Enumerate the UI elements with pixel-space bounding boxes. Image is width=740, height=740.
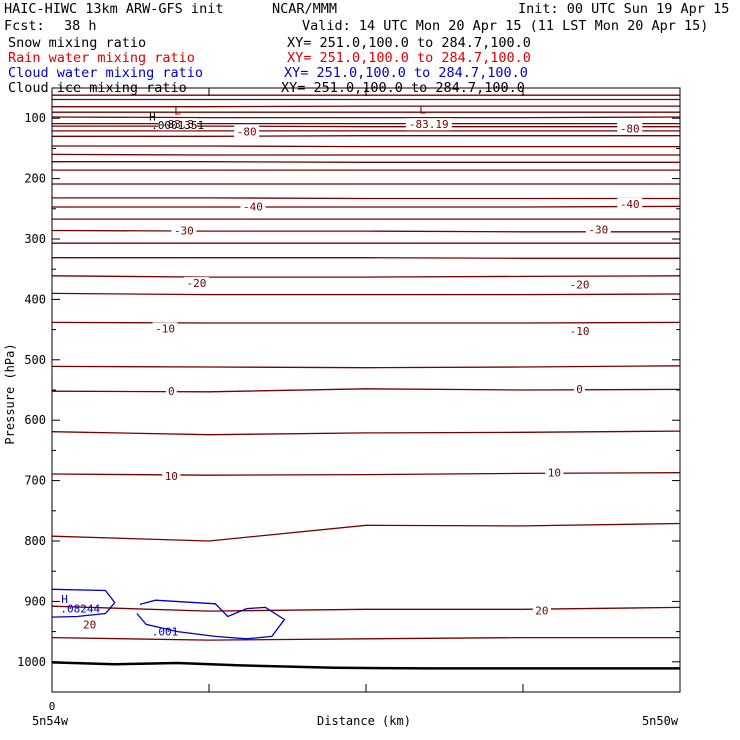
contour-label-bg-12: [165, 385, 177, 398]
isotherm-15: [52, 205, 681, 208]
isotherm-24: [51, 388, 681, 393]
field-xy-cloud-water: XY= 251.0,100.0 to 284.7,100.0: [284, 65, 528, 81]
y-tick-label-9: 1000: [17, 655, 46, 669]
isotherm-4: [51, 116, 681, 119]
field-xy-snow: XY= 251.0,100.0 to 284.7,100.0: [287, 35, 531, 51]
contour-label-8: -20: [187, 277, 207, 290]
x-right-endpoint-label: 5n50w: [642, 714, 679, 728]
isotherm-23: [51, 365, 681, 369]
x-zero-label: 0: [49, 700, 56, 713]
contour-label-5: -40: [620, 198, 640, 211]
isotherm-29: [51, 636, 680, 641]
isotherm-21: [51, 292, 681, 296]
cloud-contour-1: [136, 599, 286, 640]
y-tick-label-1: 200: [24, 172, 46, 186]
contour-label-bg-8: [183, 277, 209, 290]
extremum-label-3: .0001351: [151, 119, 204, 132]
contour-label-10: -10: [155, 322, 175, 335]
contour-label-2: -83.19: [409, 118, 449, 131]
contour-label-14: 10: [165, 470, 178, 483]
contour-label-bg-10: [152, 322, 178, 335]
fcst-label: Fcst:: [4, 18, 45, 34]
contour-label-bg-3: [617, 122, 643, 135]
contour-label-0: -83.3: [161, 118, 194, 131]
y-tick-label-4: 500: [24, 353, 46, 367]
contour-label-bg-17: [532, 604, 551, 617]
contour-label-3: -80: [620, 122, 640, 135]
y-tick-label-5: 600: [24, 413, 46, 427]
init-time: Init: 00 UTC Sun 19 Apr 15: [518, 1, 730, 17]
contour-label-17: 20: [535, 604, 548, 617]
isotherm-8: [52, 135, 680, 137]
field-xy-rain: XY= 251.0,100.0 to 284.7,100.0: [287, 50, 531, 66]
extremum-label-6: .001: [152, 626, 179, 639]
cloud-contour-0: [51, 588, 116, 618]
field-name-rain: Rain water mixing ratio: [8, 50, 195, 66]
isotherm-26: [51, 472, 681, 476]
model-title: HAIC-HIWC 13km ARW-GFS init: [4, 1, 224, 17]
isotherm-19: [52, 257, 680, 259]
contour-label-9: -20: [570, 278, 590, 291]
y-tick-label-3: 400: [24, 292, 46, 306]
x-left-endpoint-label: 5n54w: [32, 714, 69, 728]
y-axis-title: Pressure (hPa): [3, 343, 17, 444]
contour-label-bg-1: [234, 125, 260, 138]
contour-label-11: -10: [570, 325, 590, 338]
y-tick-label-8: 900: [24, 594, 46, 608]
contour-label-7: -30: [588, 223, 608, 236]
isotherm-25: [51, 430, 681, 436]
field-name-snow: Snow mixing ratio: [8, 35, 147, 51]
y-tick-label-7: 800: [24, 534, 46, 548]
extremum-label-0: L: [174, 104, 181, 117]
isotherm-2: [52, 105, 680, 108]
contour-label-bg-7: [585, 223, 611, 236]
isotherm-17: [51, 229, 680, 233]
isotherm-20: [51, 275, 681, 278]
contour-label-bg-2: [405, 118, 452, 131]
isotherm-9: [52, 145, 680, 148]
extremum-label-5: .08244: [60, 603, 100, 616]
isotherm-10: [51, 153, 680, 156]
fcst-value: 38 h: [64, 18, 97, 34]
contour-label-13: 0: [576, 383, 583, 396]
y-tick-label-2: 300: [24, 232, 46, 246]
y-tick-label-6: 700: [24, 474, 46, 488]
x-axis-title: Distance (km): [317, 714, 411, 728]
contour-label-bg-13: [574, 382, 586, 395]
contour-label-bg-6: [171, 224, 197, 237]
ground-line: [51, 661, 680, 670]
field-name-cloud-water: Cloud water mixing ratio: [8, 65, 204, 81]
y-tick-label-0: 100: [24, 111, 46, 125]
isotherm-28: [51, 605, 681, 612]
contour-label-bg-16: [80, 618, 99, 631]
contour-label-bg-9: [567, 278, 593, 291]
extremum-label-2: H: [149, 110, 156, 123]
contour-label-bg-14: [162, 469, 181, 482]
valid-time: Valid: 14 UTC Mon 20 Apr 15 (11 LST Mon …: [302, 18, 709, 34]
isotherm-27: [51, 522, 681, 542]
contour-label-bg-11: [567, 324, 593, 337]
contour-label-4: -40: [243, 200, 263, 213]
extremum-label-1: L: [419, 104, 426, 117]
contour-label-bg-15: [545, 466, 564, 479]
contour-label-15: 10: [548, 467, 561, 480]
contour-label-6: -30: [174, 225, 194, 238]
isotherm-6: [52, 125, 680, 128]
contour-label-bg-5: [617, 197, 643, 210]
contour-label-1: -80: [237, 125, 257, 138]
contour-label-16: 20: [83, 618, 96, 631]
contour-label-12: 0: [168, 385, 175, 398]
contour-label-bg-0: [158, 118, 198, 131]
contour-label-bg-4: [240, 200, 266, 213]
isotherm-11: [52, 161, 680, 163]
extremum-label-4: H: [61, 593, 68, 606]
isotherm-14: [52, 197, 680, 200]
org-label: NCAR/MMM: [272, 1, 338, 17]
isotherm-22: [51, 321, 681, 324]
